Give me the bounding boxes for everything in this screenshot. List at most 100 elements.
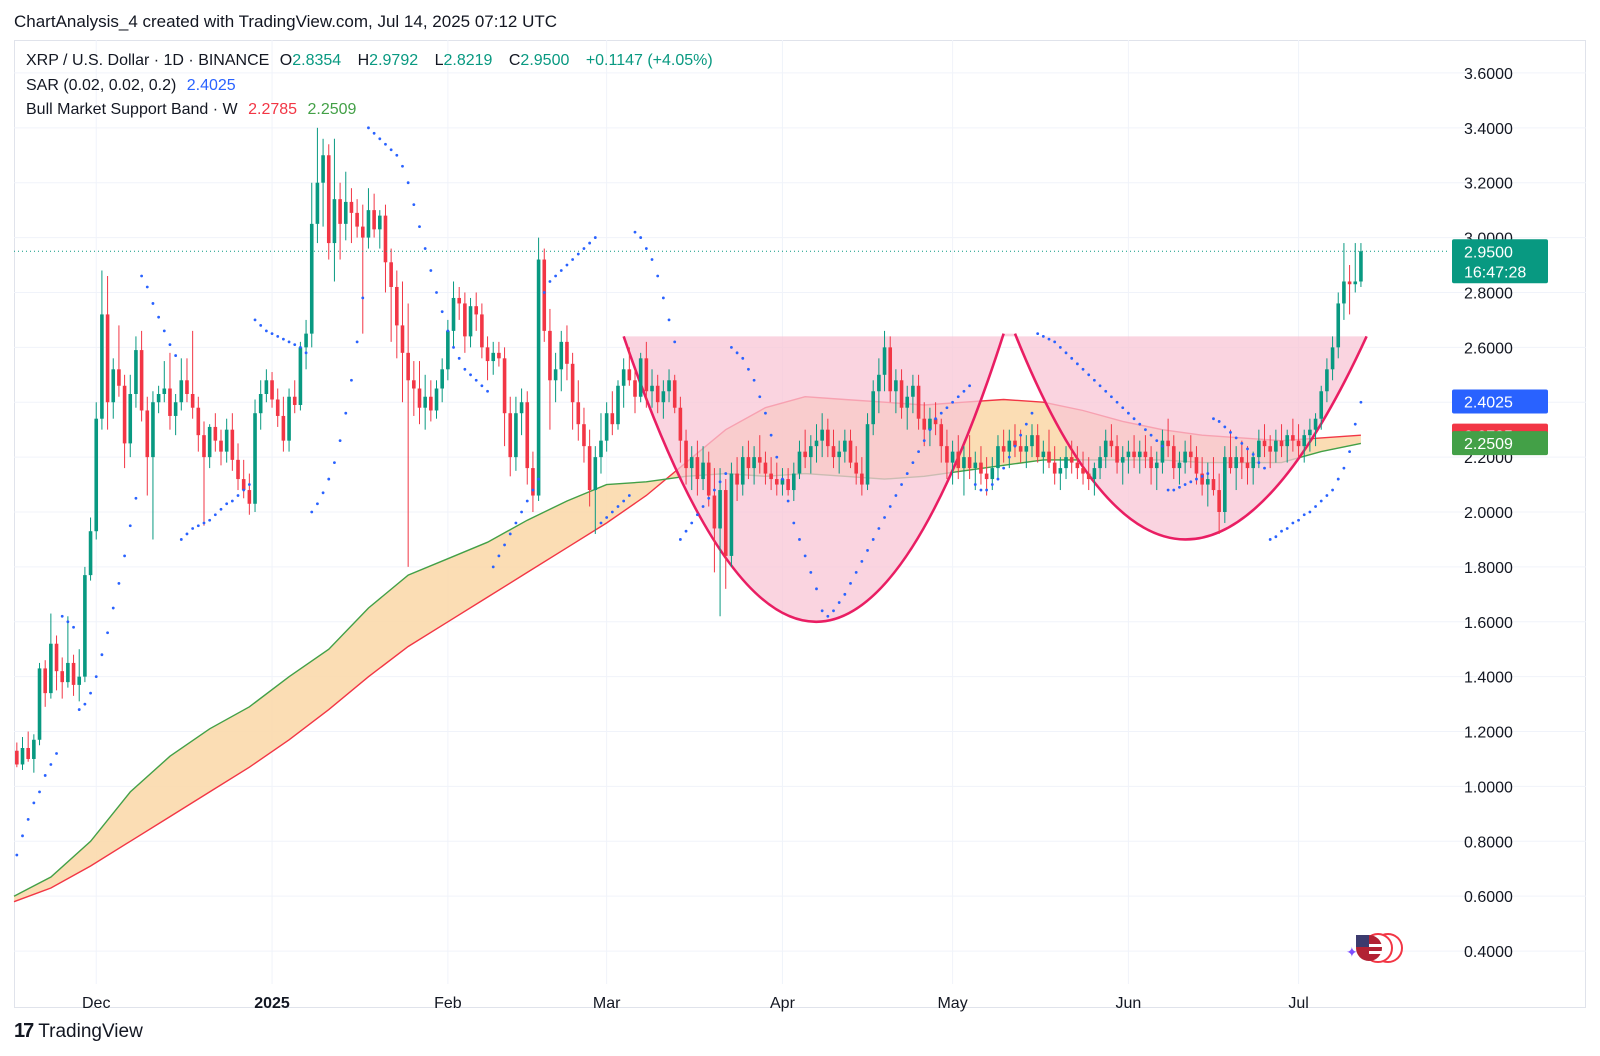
candle xyxy=(1206,462,1210,507)
sar-dot xyxy=(792,521,796,525)
candle-body xyxy=(26,748,30,759)
candle-body xyxy=(463,303,467,337)
sar-dot xyxy=(1144,428,1147,432)
legend-change: +0.1147 (+4.05%) xyxy=(585,52,713,69)
candle-body xyxy=(508,413,513,458)
candle-body xyxy=(706,462,711,496)
sar-dot xyxy=(1285,527,1289,530)
candle xyxy=(292,380,297,414)
candle xyxy=(60,657,65,699)
sar-dot xyxy=(418,225,421,229)
sar-dot xyxy=(287,340,291,344)
sar-dot xyxy=(1229,431,1232,434)
sar-dot xyxy=(162,329,166,333)
candle xyxy=(1081,451,1085,485)
sar-dot xyxy=(310,510,314,514)
candle-body xyxy=(1132,451,1136,458)
candle xyxy=(366,188,371,249)
candle-body xyxy=(1319,391,1324,419)
candle-body xyxy=(899,380,904,408)
candle xyxy=(173,394,178,436)
candle-body xyxy=(292,396,297,405)
candle xyxy=(94,402,99,540)
legend-high-value: 2.9792 xyxy=(369,52,419,69)
legend-sar[interactable]: SAR (0.02, 0.02, 0.2) 2.4025 xyxy=(26,77,242,95)
candle-body xyxy=(162,388,167,394)
candle-body xyxy=(185,380,189,394)
sar-dot xyxy=(1314,505,1317,508)
candle xyxy=(672,374,677,414)
sar-dot xyxy=(293,343,297,347)
sar-price-tag: 2.4025 xyxy=(1452,389,1548,414)
sar-dot xyxy=(253,318,257,322)
candle xyxy=(474,292,479,331)
candle-body xyxy=(735,473,739,485)
sar-dot xyxy=(809,570,813,574)
candle-body xyxy=(275,399,280,416)
sar-dot xyxy=(1257,461,1261,465)
candle xyxy=(457,286,461,320)
candle xyxy=(423,374,427,430)
sar-dot xyxy=(639,236,643,239)
y-tick-label: 1.4000 xyxy=(1464,670,1513,687)
candle xyxy=(525,391,530,485)
sar-dot xyxy=(151,302,155,305)
legend-band[interactable]: Bull Market Support Band · W 2.2785 2.25… xyxy=(26,101,362,119)
candle xyxy=(570,352,575,430)
candle-body xyxy=(304,333,308,348)
candle xyxy=(519,388,524,436)
candle-body xyxy=(1177,462,1182,469)
candle-body xyxy=(661,391,666,403)
candle-body xyxy=(258,394,263,414)
candle-body xyxy=(71,662,76,685)
sar-dot xyxy=(157,315,161,319)
x-tick-label: Jun xyxy=(1116,995,1142,1012)
candle-body xyxy=(440,369,444,389)
last-price-tag: 2.9500 16:47:28 xyxy=(1452,239,1548,284)
candle-body xyxy=(168,388,172,416)
candle xyxy=(304,319,308,370)
candle-body xyxy=(905,396,910,408)
legend-close-label: C xyxy=(508,52,521,69)
sar-dot xyxy=(179,538,183,541)
tradingview-logo[interactable]: 17 TradingView xyxy=(14,1020,143,1043)
candle xyxy=(610,391,615,436)
candle xyxy=(1149,446,1153,485)
candle xyxy=(253,399,257,512)
candle xyxy=(831,429,836,469)
sar-dot xyxy=(276,334,280,338)
candle-body xyxy=(1188,451,1193,458)
candle-body xyxy=(1166,440,1170,447)
sar-dot xyxy=(939,411,943,415)
legend-symbol[interactable]: XRP / U.S. Dollar · 1D · BINANCE xyxy=(26,52,270,69)
candle-body xyxy=(582,424,586,447)
candle xyxy=(1188,435,1193,469)
sar-dot xyxy=(236,494,240,497)
candle-body xyxy=(1200,473,1204,485)
candle-body xyxy=(746,457,751,469)
candle xyxy=(1223,446,1227,523)
candle-body xyxy=(718,490,722,529)
candle-body xyxy=(831,446,836,458)
candle xyxy=(848,429,853,469)
candle-body xyxy=(60,671,65,683)
candle-body xyxy=(979,462,983,474)
candle xyxy=(247,473,252,515)
candle xyxy=(332,138,337,282)
candle-body xyxy=(763,462,768,474)
sar-dot xyxy=(537,477,540,481)
sar-dot xyxy=(66,620,70,624)
candle-body xyxy=(644,358,649,392)
sar-dot xyxy=(1098,384,1102,388)
candle xyxy=(928,407,932,447)
candle-body xyxy=(77,676,82,685)
candle xyxy=(179,358,184,411)
candle xyxy=(843,429,847,463)
sar-dot xyxy=(593,236,597,239)
candle xyxy=(871,380,875,436)
sar-dot xyxy=(1161,444,1164,448)
candle-body xyxy=(984,473,989,480)
legend-band-value-1: 2.2785 xyxy=(248,101,298,118)
